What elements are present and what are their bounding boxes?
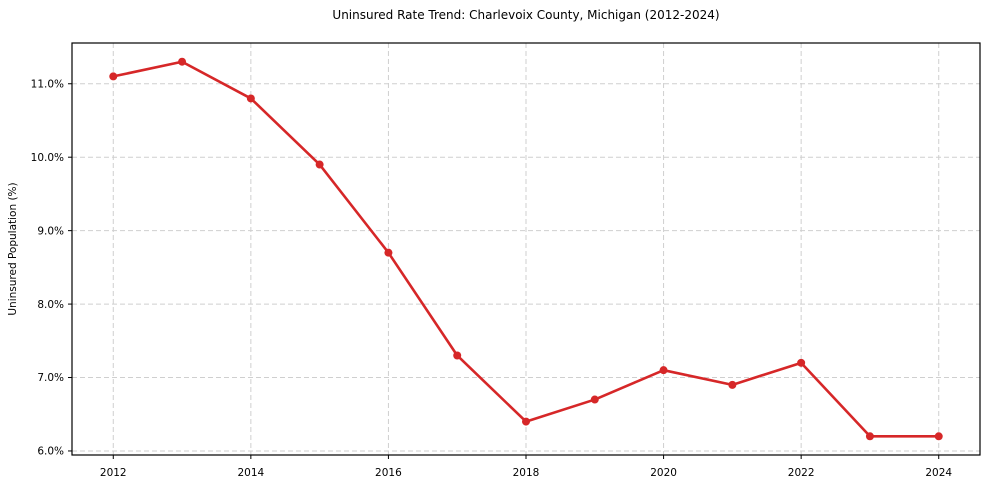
data-point-2021 <box>728 380 737 389</box>
y-tick-label: 9.0% <box>37 225 64 237</box>
x-tick-label: 2012 <box>100 467 127 479</box>
data-point-2017 <box>453 351 462 360</box>
data-point-2024 <box>934 432 943 441</box>
data-point-2014 <box>246 94 255 103</box>
y-tick-label: 11.0% <box>31 78 64 90</box>
chart-title: Uninsured Rate Trend: Charlevoix County,… <box>332 8 720 22</box>
data-point-2016 <box>384 248 393 257</box>
x-tick-label: 2014 <box>237 467 264 479</box>
x-tick-label: 2018 <box>513 467 540 479</box>
data-point-2019 <box>590 395 599 404</box>
data-point-2018 <box>522 417 530 426</box>
x-tick-label: 2016 <box>375 467 402 479</box>
x-tick-label: 2024 <box>925 467 952 479</box>
data-point-2013 <box>178 57 187 66</box>
data-point-2023 <box>865 432 874 441</box>
y-tick-label: 10.0% <box>31 152 64 164</box>
x-tick-label: 2020 <box>650 467 677 479</box>
y-tick-label: 7.0% <box>37 372 64 384</box>
x-tick-label: 2022 <box>788 467 815 479</box>
data-point-2020 <box>659 366 668 375</box>
plot-frame <box>71 42 981 456</box>
y-tick-label: 8.0% <box>37 299 64 311</box>
y-tick-label: 6.0% <box>37 446 64 458</box>
data-point-2015 <box>315 160 324 169</box>
data-point-2022 <box>797 358 806 367</box>
data-point-2012 <box>109 72 118 81</box>
